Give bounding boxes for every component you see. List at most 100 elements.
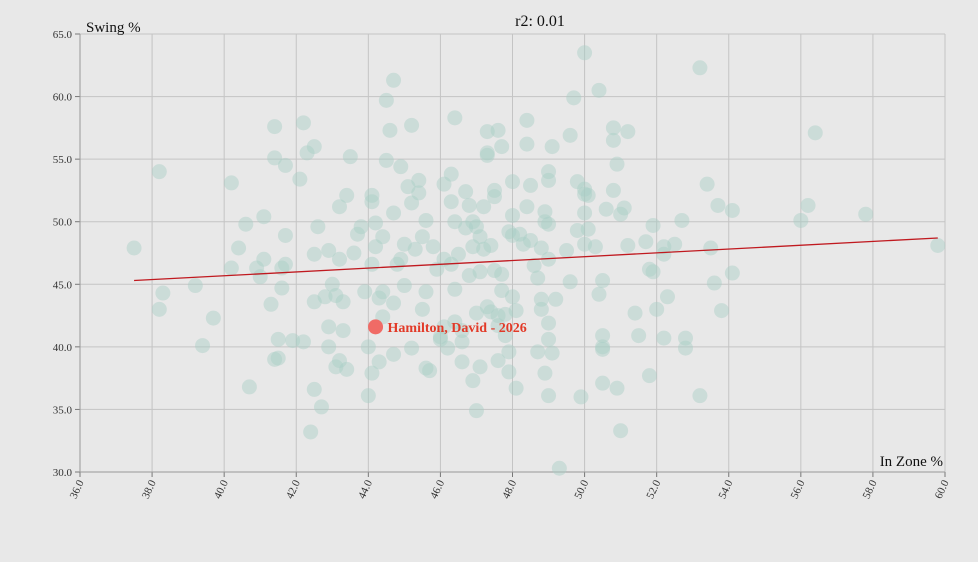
data-point[interactable]	[151, 301, 167, 317]
data-point[interactable]	[357, 284, 373, 300]
data-point[interactable]	[274, 260, 290, 276]
data-point[interactable]	[241, 379, 257, 395]
data-point[interactable]	[382, 122, 398, 138]
data-point[interactable]	[645, 217, 661, 233]
data-point[interactable]	[577, 205, 593, 221]
data-point[interactable]	[418, 212, 434, 228]
data-point[interactable]	[454, 334, 470, 350]
data-point[interactable]	[476, 241, 492, 257]
data-point[interactable]	[339, 187, 355, 203]
data-point[interactable]	[321, 319, 337, 335]
data-point[interactable]	[267, 351, 283, 367]
data-point[interactable]	[724, 265, 740, 281]
data-point[interactable]	[562, 274, 578, 290]
data-point[interactable]	[800, 197, 816, 213]
data-point[interactable]	[328, 359, 344, 375]
data-point[interactable]	[541, 251, 557, 267]
data-point[interactable]	[577, 186, 593, 202]
data-point[interactable]	[479, 299, 495, 315]
data-point[interactable]	[317, 289, 333, 305]
data-point[interactable]	[605, 182, 621, 198]
data-point[interactable]	[375, 284, 391, 300]
data-point[interactable]	[187, 278, 203, 294]
data-point[interactable]	[724, 202, 740, 218]
data-point[interactable]	[541, 164, 557, 180]
data-point[interactable]	[332, 199, 347, 215]
data-point[interactable]	[277, 256, 293, 272]
data-point[interactable]	[533, 291, 549, 307]
data-point[interactable]	[411, 185, 427, 201]
data-point[interactable]	[447, 314, 463, 330]
data-point[interactable]	[533, 301, 549, 317]
data-point[interactable]	[465, 239, 481, 255]
data-point[interactable]	[656, 246, 672, 262]
data-point[interactable]	[378, 92, 394, 108]
data-point[interactable]	[613, 206, 629, 222]
data-point[interactable]	[404, 117, 420, 133]
data-point[interactable]	[620, 237, 636, 253]
data-point[interactable]	[458, 220, 474, 236]
data-point[interactable]	[807, 125, 823, 141]
data-point[interactable]	[541, 172, 557, 188]
data-point[interactable]	[706, 275, 722, 291]
data-point[interactable]	[490, 308, 506, 324]
data-point[interactable]	[461, 197, 477, 213]
data-point[interactable]	[537, 204, 553, 220]
data-point[interactable]	[393, 251, 409, 267]
data-point[interactable]	[252, 269, 268, 285]
data-point[interactable]	[519, 199, 535, 215]
data-point[interactable]	[386, 205, 402, 221]
data-point[interactable]	[598, 201, 614, 217]
data-point[interactable]	[710, 197, 726, 213]
data-point[interactable]	[703, 240, 719, 256]
data-point[interactable]	[641, 261, 657, 277]
data-point[interactable]	[519, 136, 535, 152]
data-point[interactable]	[335, 294, 351, 310]
data-point[interactable]	[396, 278, 412, 294]
data-point[interactable]	[559, 242, 575, 258]
data-point[interactable]	[414, 229, 430, 245]
data-point[interactable]	[537, 214, 553, 230]
data-point[interactable]	[332, 353, 347, 369]
data-point[interactable]	[591, 286, 607, 302]
data-point[interactable]	[360, 388, 376, 404]
data-point[interactable]	[151, 164, 167, 180]
data-point[interactable]	[436, 319, 452, 335]
data-point[interactable]	[659, 289, 675, 305]
data-point[interactable]	[645, 264, 661, 280]
data-point[interactable]	[364, 187, 380, 203]
data-point[interactable]	[930, 237, 946, 253]
data-point[interactable]	[490, 353, 506, 369]
data-point[interactable]	[512, 226, 528, 242]
data-point[interactable]	[508, 303, 524, 319]
data-point[interactable]	[692, 60, 708, 76]
data-point[interactable]	[494, 283, 510, 299]
data-point[interactable]	[267, 119, 283, 135]
data-point[interactable]	[486, 189, 502, 205]
data-point[interactable]	[303, 424, 319, 440]
data-point[interactable]	[205, 310, 221, 326]
data-point[interactable]	[580, 187, 596, 203]
data-point[interactable]	[505, 227, 520, 243]
data-point[interactable]	[595, 328, 611, 344]
data-point[interactable]	[292, 171, 308, 187]
data-point[interactable]	[638, 234, 654, 250]
data-point[interactable]	[595, 341, 611, 357]
data-point[interactable]	[631, 328, 647, 344]
data-point[interactable]	[595, 339, 611, 355]
data-point[interactable]	[450, 246, 466, 262]
data-point[interactable]	[267, 150, 283, 166]
data-point[interactable]	[541, 216, 557, 232]
data-point[interactable]	[126, 240, 142, 256]
data-point[interactable]	[306, 381, 322, 397]
data-point[interactable]	[256, 251, 272, 267]
data-point[interactable]	[667, 236, 683, 252]
data-point[interactable]	[436, 251, 452, 267]
data-point[interactable]	[299, 145, 315, 161]
data-point[interactable]	[396, 236, 412, 252]
data-point[interactable]	[519, 112, 535, 128]
data-point[interactable]	[468, 403, 484, 419]
data-point[interactable]	[591, 82, 607, 98]
data-point[interactable]	[605, 120, 621, 136]
data-point[interactable]	[541, 315, 557, 331]
